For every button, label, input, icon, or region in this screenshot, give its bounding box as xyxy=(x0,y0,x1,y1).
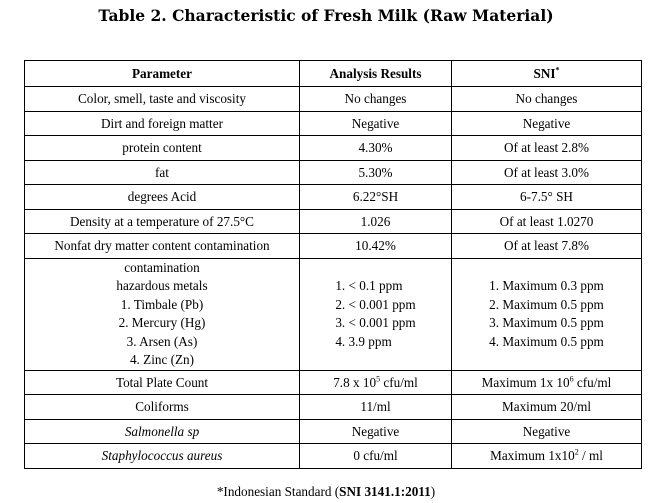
parameter-cell: degrees Acid xyxy=(24,184,300,210)
sni-cell: No changes xyxy=(451,86,642,112)
result-cell: 4.30% xyxy=(299,135,452,161)
metals-sni-line: 3. Maximum 0.5 ppm xyxy=(489,315,604,330)
metals-sni-cell: 1. Maximum 0.3 ppm 2. Maximum 0.5 ppm 3.… xyxy=(451,257,642,371)
table-title: Table 2. Characteristic of Fresh Milk (R… xyxy=(98,6,554,25)
metals-sni-line: 1. Maximum 0.3 ppm xyxy=(489,278,604,293)
header-sni-label: SNI xyxy=(533,66,556,81)
sni-cell: 6-7.5° SH xyxy=(451,184,642,210)
sni-cell: Negative xyxy=(451,110,642,136)
metals-result-line: 1. < 0.1 ppm xyxy=(335,278,403,293)
metals-sni-line: 4. Maximum 0.5 ppm xyxy=(489,333,604,349)
result-cell: 5.30% xyxy=(299,159,452,185)
sni-cell: Of at least 3.0% xyxy=(451,159,642,185)
metals-result-line: 2. < 0.001 ppm xyxy=(335,296,416,312)
metals-parameter-line: 1. Timbale (Pb) xyxy=(120,296,204,312)
sni-cell: Maximum 1x102 / ml xyxy=(451,443,642,469)
metals-sni-line: 2. Maximum 0.5 ppm xyxy=(489,296,604,312)
result-cell: 11/ml xyxy=(299,394,452,420)
metals-parameter-line: 4. Zinc (Zn) xyxy=(129,352,195,367)
table-row: Dirt and foreign matter Negative Negativ… xyxy=(24,110,642,136)
sni-cell: Maximum 20/ml xyxy=(451,394,642,420)
result-cell: 7.8 x 105 cfu/ml xyxy=(299,369,452,395)
metals-parameter-line: 3. Arsen (As) xyxy=(126,333,198,349)
result-cell: 6.22°SH xyxy=(299,184,452,210)
parameter-cell: Coliforms xyxy=(24,394,300,420)
milk-characteristics-table: Parameter Analysis Results SNI* Color, s… xyxy=(24,60,642,469)
result-cell: Negative xyxy=(299,110,452,136)
result-cell: No changes xyxy=(299,86,452,112)
result-cell: 10.42% xyxy=(299,233,452,259)
parameter-cell: Salmonella sp xyxy=(24,418,300,444)
parameter-cell: Staphylococcus aureus xyxy=(24,443,300,469)
result-cell: 0 cfu/ml xyxy=(299,443,452,469)
sni-cell: Of at least 2.8% xyxy=(451,135,642,161)
header-parameter: Parameter xyxy=(24,60,300,87)
metals-parameter-line: hazardous metals xyxy=(116,278,208,293)
sni-cell: Negative xyxy=(451,418,642,444)
tpc-result-base: 7.8 x 10 xyxy=(333,374,377,390)
table-row: Coliforms 11/ml Maximum 20/ml xyxy=(24,394,642,420)
result-cell: 1.026 xyxy=(299,208,452,234)
table-row: Salmonella sp Negative Negative xyxy=(24,418,642,444)
parameter-cell: protein content xyxy=(24,135,300,161)
staph-sni-exponent: 2 xyxy=(574,447,579,457)
result-cell: Negative xyxy=(299,418,452,444)
metals-row: contamination hazardous metals 1. Timbal… xyxy=(24,257,642,371)
footnote-code: SNI 3141.1:2011 xyxy=(339,484,431,499)
parameter-cell: Total Plate Count xyxy=(24,369,300,395)
tpc-sni-unit: cfu/ml xyxy=(573,374,612,390)
metals-parameter-line: 2. Mercury (Hg) xyxy=(118,315,206,330)
staph-sni-unit: / ml xyxy=(578,448,603,464)
tpc-result-exponent: 5 xyxy=(376,374,381,384)
tpc-sni-base: Maximum 1x 10 xyxy=(481,374,570,390)
parameter-cell: Density at a temperature of 27.5°C xyxy=(24,208,300,234)
footnote-prefix: *Indonesian Standard ( xyxy=(216,484,340,499)
table-row: Nonfat dry matter content contamination … xyxy=(24,233,642,259)
metals-result-line: 4. 3.9 ppm xyxy=(335,333,392,349)
table-row: Staphylococcus aureus 0 cfu/ml Maximum 1… xyxy=(24,443,642,469)
parameter-cell: Color, smell, taste and viscosity xyxy=(24,86,300,112)
metals-parameter-line: contamination xyxy=(124,259,200,275)
table-row: fat 5.30% Of at least 3.0% xyxy=(24,159,642,185)
header-row: Parameter Analysis Results SNI* xyxy=(24,60,642,87)
table-row: degrees Acid 6.22°SH 6-7.5° SH xyxy=(24,184,642,210)
table-row: protein content 4.30% Of at least 2.8% xyxy=(24,135,642,161)
sni-cell: Of at least 1.0270 xyxy=(451,208,642,234)
staph-sni-base: Maximum 1x10 xyxy=(490,448,575,464)
sni-cell: Of at least 7.8% xyxy=(451,233,642,259)
table-row: Total Plate Count 7.8 x 105 cfu/ml Maxim… xyxy=(24,369,642,395)
metals-result-line: 3. < 0.001 ppm xyxy=(335,315,416,330)
parameter-cell: Dirt and foreign matter xyxy=(24,110,300,136)
parameter-cell: fat xyxy=(24,159,300,185)
metals-result-cell: 1. < 0.1 ppm 2. < 0.001 ppm 3. < 0.001 p… xyxy=(299,257,452,371)
parameter-cell: Nonfat dry matter content contamination xyxy=(24,233,300,259)
tpc-sni-exponent: 6 xyxy=(569,374,574,384)
table-row: Density at a temperature of 27.5°C 1.026… xyxy=(24,208,642,234)
header-analysis-results: Analysis Results xyxy=(299,60,452,87)
tpc-result-unit: cfu/ml xyxy=(380,374,418,390)
sni-cell: Maximum 1x 106 cfu/ml xyxy=(451,369,642,395)
header-sni-mark: * xyxy=(555,65,560,75)
footnote-suffix: ) xyxy=(430,484,436,499)
table-row: Color, smell, taste and viscosity No cha… xyxy=(24,86,642,112)
header-sni: SNI* xyxy=(451,60,642,87)
metals-parameter-cell: contamination hazardous metals 1. Timbal… xyxy=(24,257,300,371)
footnote: *Indonesian Standard (SNI 3141.1:2011) xyxy=(0,484,652,500)
